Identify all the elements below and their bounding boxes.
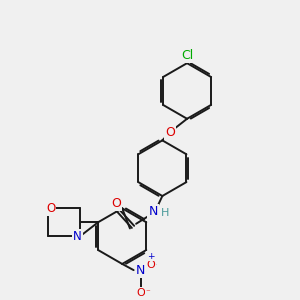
Text: +: + xyxy=(147,252,155,261)
Text: O: O xyxy=(111,197,121,210)
Text: N: N xyxy=(136,264,146,277)
Text: Cl: Cl xyxy=(181,49,193,62)
Text: H: H xyxy=(160,208,169,218)
Text: O: O xyxy=(165,126,175,139)
Text: N: N xyxy=(148,205,158,218)
Text: ⁻: ⁻ xyxy=(146,289,150,298)
Text: O: O xyxy=(46,202,55,215)
Text: N: N xyxy=(74,230,82,243)
Text: O: O xyxy=(136,288,145,298)
Text: O: O xyxy=(147,260,155,271)
